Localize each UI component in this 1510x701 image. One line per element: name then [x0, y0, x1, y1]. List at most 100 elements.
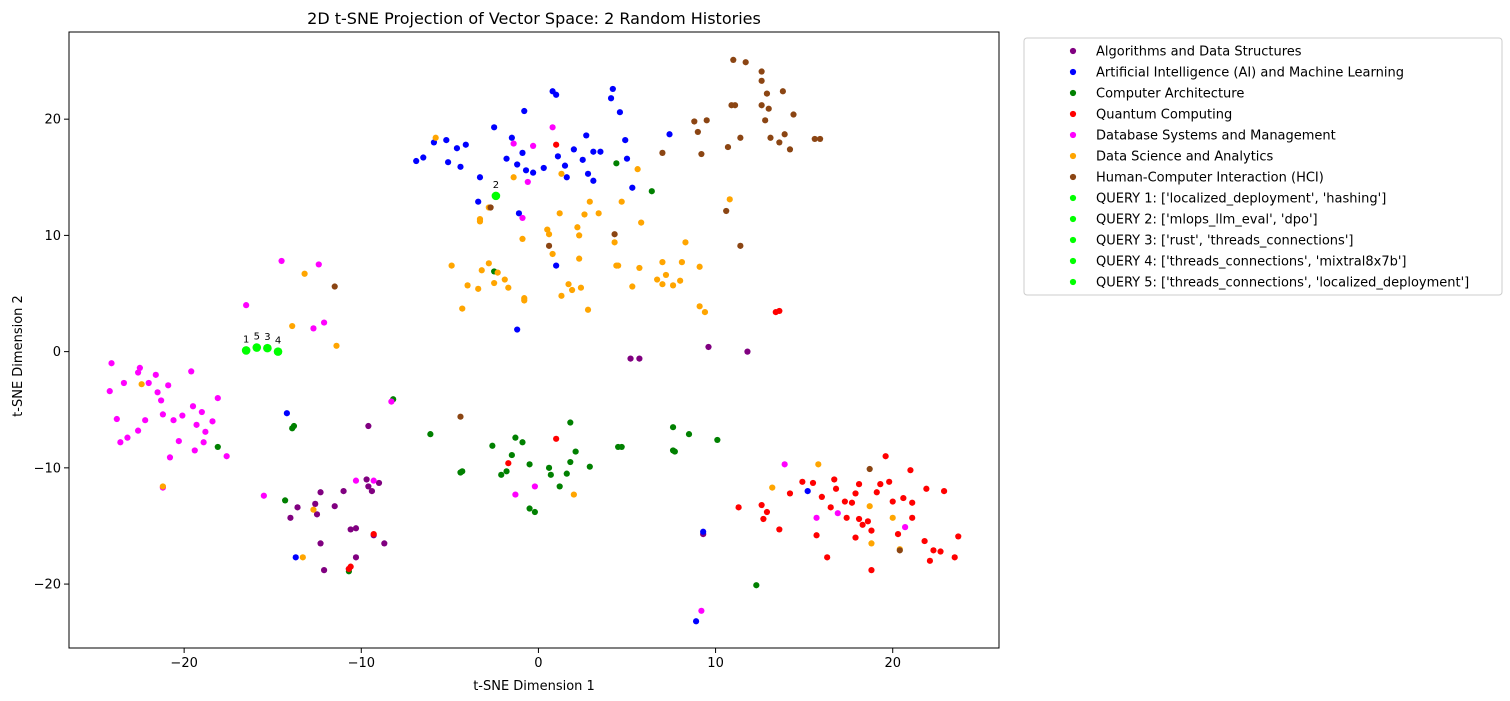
- data-point-series2: [629, 184, 636, 191]
- data-point-series6: [629, 283, 636, 290]
- data-point-series2: [553, 262, 560, 269]
- data-point-series7: [703, 117, 710, 124]
- legend-marker: [1069, 257, 1077, 265]
- data-point-series2: [508, 134, 515, 141]
- data-point-series6: [815, 461, 822, 468]
- data-point-series4: [832, 485, 840, 492]
- data-point-series2: [292, 554, 299, 561]
- data-point-series6: [138, 381, 145, 388]
- data-point-series3: [526, 461, 533, 468]
- data-point-series2: [570, 146, 577, 153]
- data-point-series4: [864, 518, 872, 525]
- data-point-series6: [584, 306, 592, 313]
- data-point-series5: [214, 395, 221, 402]
- data-point-series3: [289, 425, 296, 432]
- data-point-series2: [540, 164, 547, 172]
- data-point-series4: [813, 532, 820, 539]
- data-point-series2: [444, 159, 452, 166]
- data-point-series5: [512, 491, 519, 498]
- data-point-series5: [278, 257, 285, 265]
- data-point-series6: [696, 263, 703, 270]
- data-point-series3: [618, 443, 625, 451]
- data-point-series2: [579, 156, 586, 163]
- data-point-series3: [714, 436, 721, 444]
- data-point-series7: [790, 111, 797, 118]
- data-point-series2: [514, 161, 521, 168]
- data-point-series6: [866, 503, 873, 510]
- data-point-series6: [615, 262, 622, 269]
- data-point-series7: [737, 242, 744, 249]
- data-point-series6: [696, 303, 703, 310]
- data-point-series1: [340, 487, 347, 495]
- data-point-series2: [443, 136, 450, 144]
- data-point-series4: [809, 479, 817, 487]
- data-point-series6: [459, 305, 466, 312]
- data-point-series5: [134, 369, 142, 376]
- data-point-series2: [616, 109, 624, 116]
- data-point-series1: [636, 355, 643, 362]
- legend-marker: [1069, 110, 1077, 118]
- data-point-series5: [902, 524, 909, 531]
- data-point-series4: [553, 435, 560, 442]
- data-point-series3: [685, 431, 693, 438]
- data-point-series5: [188, 368, 195, 375]
- data-point-series7: [731, 102, 739, 109]
- data-point-series6: [519, 235, 526, 242]
- data-point-series5: [154, 389, 161, 396]
- y-axis-label: t-SNE Dimension 2: [11, 295, 26, 417]
- data-point-series1: [381, 540, 388, 547]
- data-point-series6: [581, 211, 588, 218]
- legend-marker: [1069, 173, 1077, 181]
- data-point-series6: [558, 292, 565, 299]
- data-point-series6: [568, 286, 576, 294]
- data-point-series4: [886, 478, 893, 485]
- legend-entry-label: Algorithms and Data Structures: [1096, 45, 1302, 60]
- data-point-series5: [510, 140, 517, 147]
- data-point-series7: [763, 90, 771, 97]
- data-point-series5: [106, 388, 113, 395]
- data-point-series6: [889, 514, 896, 521]
- data-point-series3: [567, 419, 574, 426]
- data-point-series5: [134, 427, 142, 434]
- legend: Algorithms and Data Structures Artificial…: [1023, 37, 1503, 296]
- data-point-series1: [287, 514, 294, 521]
- data-point-series6: [494, 269, 501, 276]
- data-point-series3: [545, 464, 553, 471]
- data-point-series5: [524, 178, 531, 186]
- data-point-series7: [776, 139, 783, 146]
- data-point-series2: [554, 153, 562, 160]
- data-point-series6: [299, 554, 306, 561]
- data-point-series3: [526, 505, 533, 512]
- data-point-series5: [530, 142, 537, 150]
- data-point-series5: [519, 214, 526, 222]
- data-point-series7: [611, 231, 618, 238]
- data-point-series3: [753, 582, 760, 589]
- data-point-series1: [313, 511, 321, 518]
- data-point-series2: [522, 167, 530, 174]
- data-point-series7: [811, 135, 818, 143]
- data-point-series4: [951, 554, 958, 561]
- query-point-3: [263, 343, 272, 353]
- data-point-series1: [375, 479, 383, 487]
- data-point-series7: [896, 547, 903, 554]
- data-point-series3: [508, 451, 515, 459]
- points-layer: [106, 56, 962, 625]
- data-point-series6: [636, 264, 643, 272]
- legend-entry-label: Human-Computer Interaction (HCI): [1096, 171, 1324, 186]
- data-point-series6: [659, 281, 666, 288]
- data-point-series4: [852, 490, 859, 497]
- legend-entry-label: QUERY 5: ['threads_connections', 'locali…: [1096, 276, 1469, 291]
- data-point-series4: [930, 547, 937, 554]
- data-point-series7: [691, 118, 698, 125]
- legend-entry-label: QUERY 4: ['threads_connections', 'mixtra…: [1096, 255, 1406, 270]
- legend-marker: [1069, 47, 1077, 55]
- data-point-series6: [634, 166, 641, 173]
- y-tick-label: −20: [34, 578, 61, 593]
- data-point-series6: [662, 271, 670, 279]
- data-point-series6: [301, 270, 308, 277]
- legend-entry-label: QUERY 2: ['mlops_llm_eval', 'dpo']: [1096, 213, 1318, 228]
- data-point-series5: [200, 439, 207, 446]
- data-point-series6: [505, 284, 512, 291]
- data-point-series4: [735, 504, 742, 511]
